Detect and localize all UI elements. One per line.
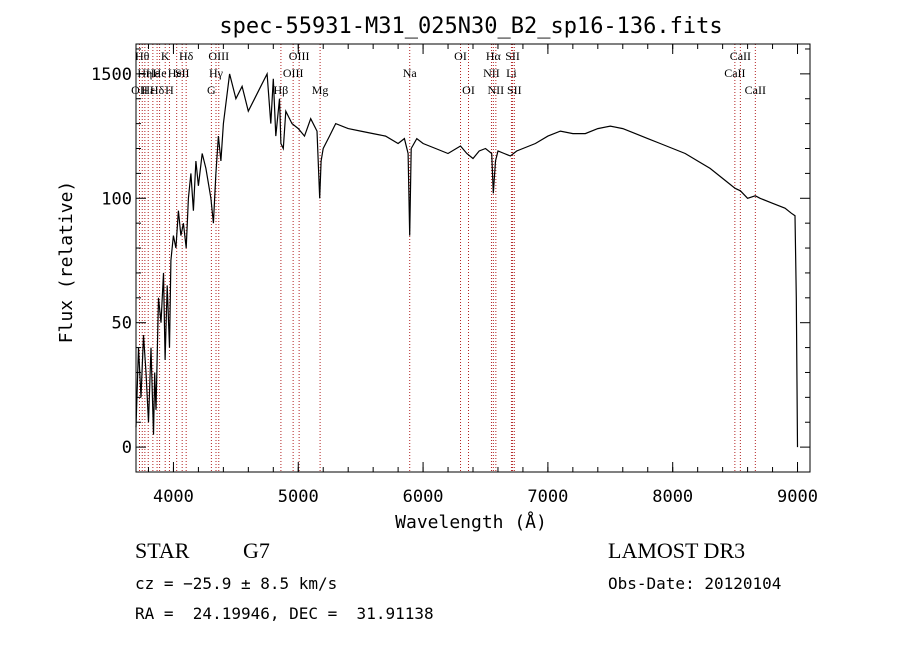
chart-title: spec-55931-M31_025N30_B2_sp16-136.fits bbox=[219, 14, 722, 39]
line-marker-label: SII bbox=[507, 83, 522, 97]
line-marker-label: Mg bbox=[312, 83, 329, 97]
line-marker-label: OIII bbox=[289, 49, 310, 63]
line-marker-label: CaII bbox=[730, 49, 751, 63]
line-marker-label: SII bbox=[175, 66, 190, 80]
x-axis-label: Wavelength (Å) bbox=[395, 511, 547, 533]
line-marker-label: Hα bbox=[486, 49, 502, 63]
y-tick-label: 0 bbox=[122, 438, 132, 458]
line-marker-label: NII bbox=[483, 66, 500, 80]
x-tick-label: 9000 bbox=[777, 487, 818, 507]
line-marker-label: OIII bbox=[208, 49, 229, 63]
y-tick-label: 1500 bbox=[91, 65, 132, 85]
spectrum-line bbox=[135, 71, 799, 448]
x-tick-label: 6000 bbox=[403, 487, 444, 507]
coordinates: RA = 24.19946, DEC = 31.91138 bbox=[135, 604, 434, 623]
object-subclass: G7 bbox=[243, 538, 270, 563]
x-axis-ticks: 4000 5000 6000 7000 8000 9000 bbox=[147, 44, 818, 507]
plot-frame bbox=[135, 43, 811, 473]
line-marker-label: CaII bbox=[745, 83, 766, 97]
line-marker-label: He bbox=[153, 66, 167, 80]
line-marker-label: Hθ bbox=[135, 49, 150, 63]
line-marker-label: OII bbox=[131, 83, 148, 97]
line-marker-label: OI bbox=[454, 49, 467, 63]
x-tick-label: 5000 bbox=[278, 487, 319, 507]
object-class: STAR bbox=[135, 538, 190, 563]
x-tick-label: 4000 bbox=[153, 487, 194, 507]
observation-date: Obs-Date: 20120104 bbox=[608, 574, 782, 593]
y-tick-label: 100 bbox=[101, 189, 132, 209]
line-marker-label: G bbox=[207, 83, 216, 97]
x-tick-label: 7000 bbox=[527, 487, 568, 507]
line-marker-label: K bbox=[161, 49, 170, 63]
line-marker-label: H bbox=[165, 83, 174, 97]
line-marker-label: Hη bbox=[137, 66, 152, 80]
line-marker-label: Hδ bbox=[150, 83, 165, 97]
line-marker-label: SII bbox=[505, 49, 520, 63]
line-marker-label: OIII bbox=[283, 66, 304, 80]
line-marker-label: NII bbox=[488, 83, 505, 97]
line-marker-label: Hδ bbox=[179, 49, 194, 63]
redshift-cz: cz = −25.9 ± 8.5 km/s bbox=[135, 574, 338, 593]
line-marker-label: OI bbox=[462, 83, 475, 97]
line-marker-labels: OIIHθHηHεHεHδHeKHHeISIIHδGHγOIIIHβOIIIOI… bbox=[131, 49, 766, 97]
y-axis-label: Flux (relative) bbox=[56, 181, 77, 344]
line-markers bbox=[138, 44, 756, 472]
line-marker-label: Li bbox=[506, 66, 517, 80]
line-marker-label: Hβ bbox=[274, 83, 289, 97]
y-axis-ticks: 0 50 100 1500 bbox=[91, 48, 810, 458]
line-marker-label: CaII bbox=[724, 66, 745, 80]
y-tick-label: 50 bbox=[112, 314, 132, 334]
line-marker-label: HeI bbox=[168, 66, 186, 80]
x-tick-label: 8000 bbox=[652, 487, 693, 507]
survey-name: LAMOST DR3 bbox=[608, 538, 746, 563]
line-marker-label: Hγ bbox=[209, 66, 224, 80]
line-marker-label: Na bbox=[403, 66, 418, 80]
line-marker-label: Hε bbox=[141, 83, 155, 97]
line-marker-label: Hε bbox=[146, 66, 160, 80]
